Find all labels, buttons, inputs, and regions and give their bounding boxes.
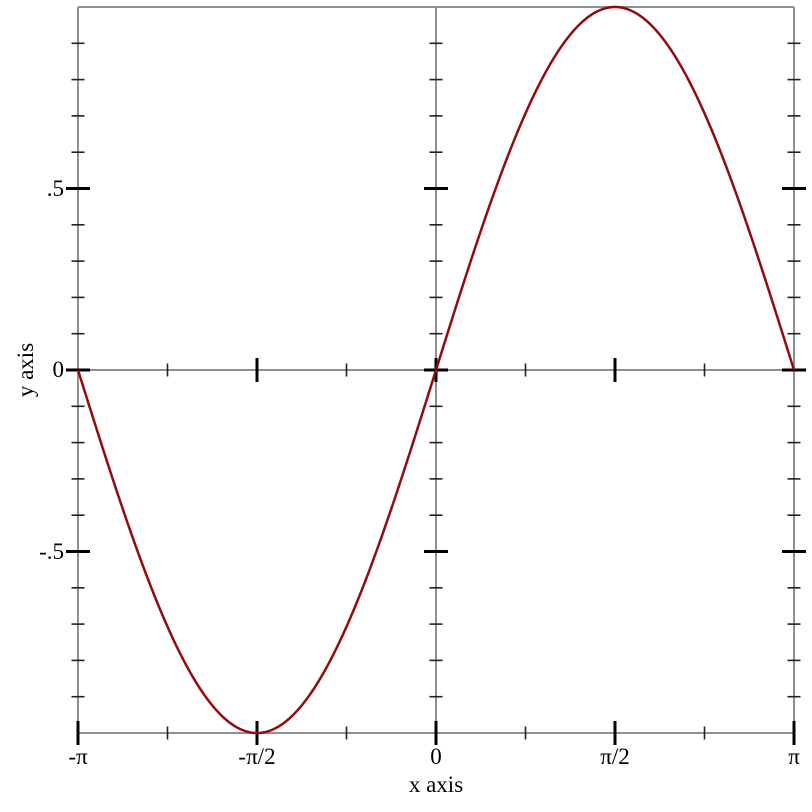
y-tick-label: .5 [46, 175, 64, 201]
y-tick-label: -.5 [39, 538, 64, 564]
series-line-sin [76, 5, 796, 735]
x-axis-label: x axis [408, 772, 464, 797]
x-tick-label: π/2 [600, 744, 630, 769]
x-tick-label: 0 [430, 744, 442, 769]
x-tick-label: -π [68, 744, 88, 769]
y-axis-label: y axis [13, 342, 38, 398]
x-tick-label: π [788, 744, 800, 769]
x-tick-label: -π/2 [238, 744, 276, 769]
y-tick-label: 0 [52, 357, 65, 382]
